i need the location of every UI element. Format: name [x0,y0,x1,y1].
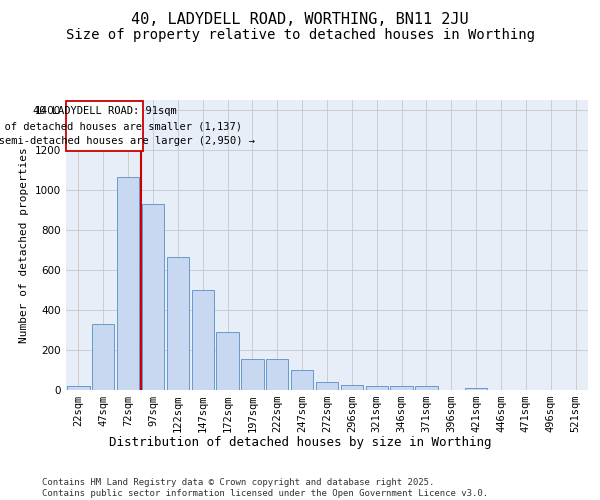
Text: Distribution of detached houses by size in Worthing: Distribution of detached houses by size … [109,436,491,449]
Y-axis label: Number of detached properties: Number of detached properties [19,147,29,343]
Bar [415,386,437,390]
Text: 40 LADYDELL ROAD: 91sqm
← 28% of detached houses are smaller (1,137)
72% of semi: 40 LADYDELL ROAD: 91sqm ← 28% of detache… [0,106,254,146]
Bar [142,204,164,390]
Bar [241,359,263,390]
Text: Size of property relative to detached houses in Worthing: Size of property relative to detached ho… [65,28,535,42]
Bar [291,370,313,390]
Bar [391,386,413,390]
Bar [316,382,338,390]
Bar [92,324,115,390]
Bar [167,257,189,390]
Bar [341,385,363,390]
FancyBboxPatch shape [66,101,143,151]
Text: 40, LADYDELL ROAD, WORTHING, BN11 2JU: 40, LADYDELL ROAD, WORTHING, BN11 2JU [131,12,469,28]
Bar [266,359,289,390]
Text: Contains HM Land Registry data © Crown copyright and database right 2025.
Contai: Contains HM Land Registry data © Crown c… [42,478,488,498]
Bar [365,386,388,390]
Bar [217,332,239,390]
Bar [191,290,214,390]
Bar [67,386,89,390]
Bar [465,388,487,390]
Bar [117,177,139,390]
